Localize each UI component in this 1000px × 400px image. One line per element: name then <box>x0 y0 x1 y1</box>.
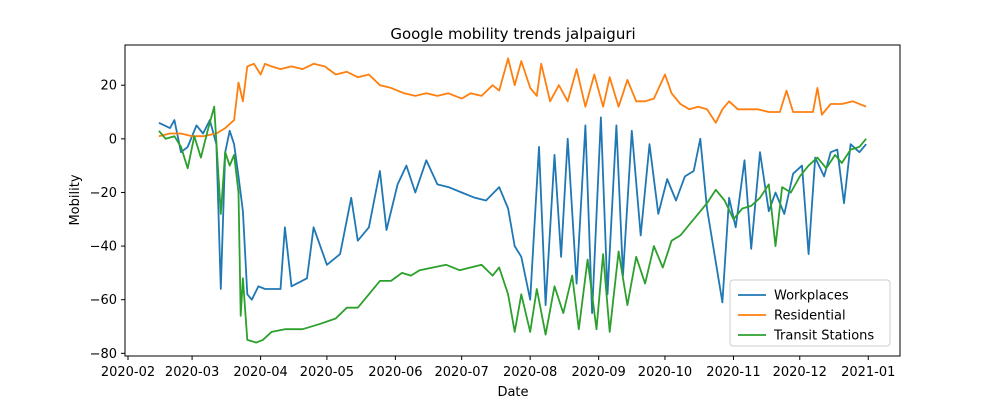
chart-title: Google mobility trends jalpaiguri <box>390 25 635 43</box>
x-tick-label: 2020-05 <box>300 365 354 380</box>
x-tick-label: 2020-04 <box>233 365 287 380</box>
y-tick-label: −40 <box>90 240 117 255</box>
x-tick-label: 2020-06 <box>368 365 422 380</box>
series-line-workplaces <box>158 116 867 314</box>
x-tick-label: 2021-01 <box>841 365 895 380</box>
plot-frame <box>124 44 901 357</box>
x-axis: 2020-02 2020-03 2020-04 2020-05 2020-06 2020-… <box>101 356 895 380</box>
x-tick-label: 2020-09 <box>572 365 626 380</box>
legend-label: Residential <box>774 309 846 324</box>
y-tick-label: −80 <box>90 347 117 362</box>
legend-label: Workplaces <box>774 289 849 304</box>
y-axis-label: Mobility <box>68 174 83 225</box>
y-axis: −80 −60 −40 −20 0 20 <box>90 79 125 362</box>
y-tick-label: 20 <box>100 79 117 94</box>
series-line-transit-stations <box>158 105 867 344</box>
x-tick-label: 2020-07 <box>435 365 489 380</box>
legend-box <box>729 279 891 347</box>
x-tick-label: 2020-11 <box>706 365 760 380</box>
y-tick-label: −20 <box>90 186 117 201</box>
x-tick-label: 2020-03 <box>165 365 219 380</box>
plot-area <box>124 44 901 357</box>
x-tick-label: 2020-12 <box>773 365 827 380</box>
x-tick-label: 2020-08 <box>503 365 557 380</box>
x-axis-label: Date <box>497 385 528 400</box>
legend-label: Transit Stations <box>773 329 874 344</box>
series-line-residential <box>158 57 867 138</box>
y-tick-label: 0 <box>109 132 117 147</box>
x-tick-label: 2020-10 <box>638 365 692 380</box>
legend: Workplaces Residential Transit Stations <box>729 279 891 347</box>
x-tick-label: 2020-02 <box>101 365 155 380</box>
y-tick-label: −60 <box>90 293 117 308</box>
